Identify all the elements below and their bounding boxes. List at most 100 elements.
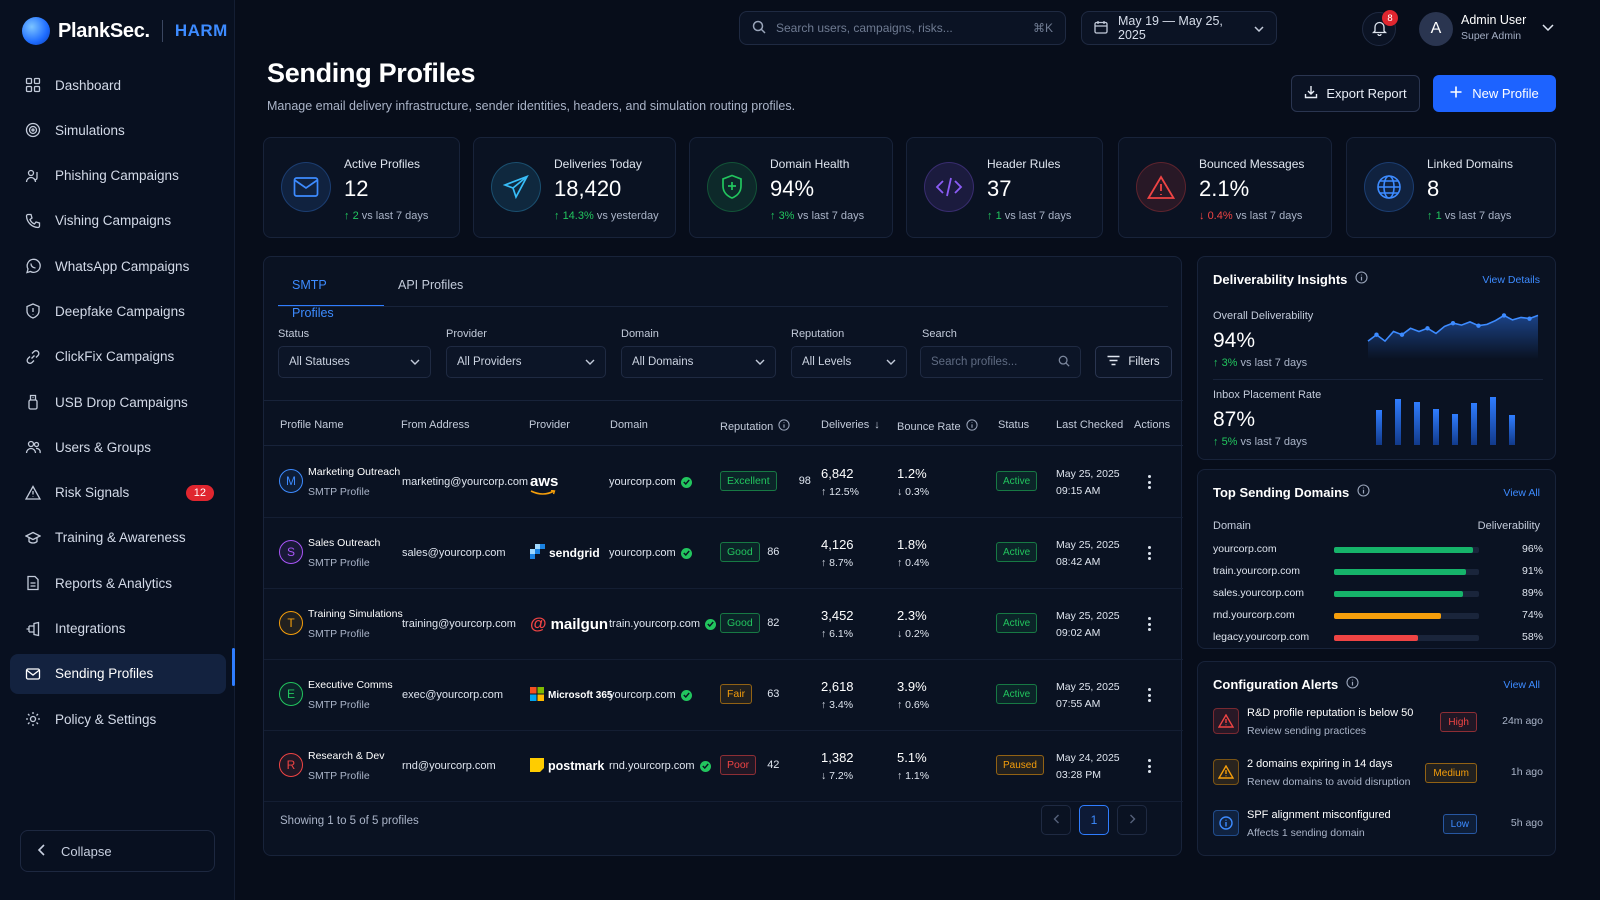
column-header-bounce-rate: Bounce Rate (897, 419, 978, 434)
sidebar-item-users-groups[interactable]: Users & Groups (10, 427, 226, 467)
sidebar-item-risk-signals[interactable]: Risk Signals 12 (10, 473, 226, 513)
profile-name[interactable]: Executive Comms (308, 679, 393, 691)
alert-row[interactable]: R&D profile reputation is below 50 Revie… (1213, 706, 1543, 746)
sidebar-item-label: Sending Profiles (55, 666, 154, 682)
bounce-rate-delta: ↑ 0.4% (897, 557, 929, 569)
row-actions-kebab-icon[interactable] (1144, 685, 1154, 705)
deliverability-bar-track (1334, 591, 1479, 597)
stat-card-bounced-messages[interactable]: Bounced Messages 2.1% ↓ 0.4% vs last 7 d… (1118, 137, 1332, 238)
stat-card-active-profiles[interactable]: Active Profiles 12 ↑ 2 vs last 7 days (263, 137, 460, 238)
new-profile-button[interactable]: New Profile (1433, 75, 1556, 112)
tab-smtp-profiles[interactable]: SMTP Profiles (278, 271, 384, 320)
stat-delta-text: vs yesterday (596, 210, 659, 222)
table-row[interactable]: S Sales Outreach SMTP Profile sales@your… (264, 518, 1183, 589)
domain-row[interactable]: yourcorp.com 96% (1213, 542, 1543, 558)
column-header-label: Bounce Rate (897, 420, 961, 433)
stat-card-header-rules[interactable]: Header Rules 37 ↑ 1 vs last 7 days (906, 137, 1103, 238)
table-row[interactable]: M Marketing Outreach SMTP Profile market… (264, 447, 1183, 518)
last-checked-date: May 24, 2025 (1056, 752, 1120, 764)
risk-signals-badge: 12 (185, 484, 214, 501)
logo[interactable]: PlankSec. HARM (22, 16, 228, 46)
table-row[interactable]: R Research & Dev SMTP Profile rnd@yourco… (264, 731, 1183, 802)
table-row[interactable]: T Training Simulations SMTP Profile trai… (264, 589, 1183, 660)
alert-row[interactable]: 2 domains expiring in 14 days Renew doma… (1213, 757, 1543, 797)
sidebar-item-policy-settings[interactable]: Policy & Settings (10, 699, 226, 739)
profile-name[interactable]: Sales Outreach (308, 537, 381, 549)
sidebar-item-vishing-campaigns[interactable]: Vishing Campaigns (10, 201, 226, 241)
sidebar-item-phishing-campaigns[interactable]: Phishing Campaigns (10, 156, 226, 196)
provider-filter-select[interactable]: All Providers (446, 346, 606, 378)
info-icon[interactable] (1355, 271, 1368, 287)
status-filter-select[interactable]: All Statuses (278, 346, 431, 378)
row-actions-kebab-icon[interactable] (1144, 543, 1154, 563)
notifications-button[interactable]: 8 (1362, 10, 1398, 46)
view-all-domains-link[interactable]: View All (1503, 487, 1540, 499)
date-range-picker[interactable]: May 19 — May 25, 2025 (1081, 11, 1277, 45)
view-details-link[interactable]: View Details (1482, 274, 1540, 286)
filters-button[interactable]: Filters (1095, 346, 1172, 378)
profile-name[interactable]: Training Simulations (308, 608, 403, 620)
sidebar-item-dashboard[interactable]: Dashboard (10, 65, 226, 105)
profile-search[interactable] (920, 346, 1081, 378)
stat-card-linked-domains[interactable]: Linked Domains 8 ↑ 1 vs last 7 days (1346, 137, 1556, 238)
domain-row[interactable]: sales.yourcorp.com 89% (1213, 586, 1543, 602)
domain-row[interactable]: train.yourcorp.com 91% (1213, 564, 1543, 580)
shield-icon (707, 162, 757, 212)
globe-icon (1364, 162, 1414, 212)
header-divider (264, 400, 1183, 401)
profile-search-input[interactable] (931, 356, 1058, 368)
avatar[interactable]: A (1419, 12, 1453, 46)
view-all-alerts-link[interactable]: View All (1503, 679, 1540, 691)
global-search[interactable]: ⌘K (739, 11, 1066, 45)
stat-label: Deliveries Today (554, 157, 642, 171)
sidebar-item-sending-profiles[interactable]: Sending Profiles (10, 653, 226, 694)
user-menu-chevron-icon[interactable] (1542, 20, 1554, 34)
sidebar-item-usb-drop-campaigns[interactable]: USB Drop Campaigns (10, 382, 226, 422)
sidebar-item-label: Phishing Campaigns (55, 168, 179, 184)
page-title: Sending Profiles (267, 58, 476, 88)
global-search-input[interactable] (776, 21, 1033, 35)
deliveries-value: 1,382 (821, 750, 854, 765)
sidebar-item-whatsapp-campaigns[interactable]: WhatsApp Campaigns (10, 246, 226, 286)
row-actions-kebab-icon[interactable] (1144, 756, 1154, 776)
sidebar-item-integrations[interactable]: Integrations (10, 609, 226, 649)
reputation-score: 98 (798, 475, 811, 487)
profile-name[interactable]: Marketing Outreach (308, 466, 401, 478)
profile-name[interactable]: Research & Dev (308, 750, 385, 762)
column-header-label: Profile Name (280, 419, 344, 431)
stat-card-deliveries-today[interactable]: Deliveries Today 18,420 ↑ 14.3% vs yeste… (473, 137, 676, 238)
profile-type: SMTP Profile (308, 557, 370, 569)
export-report-button[interactable]: Export Report (1291, 75, 1420, 112)
column-header-reputation[interactable]: Reputation (720, 419, 790, 434)
row-actions-kebab-icon[interactable] (1144, 614, 1154, 634)
info-icon[interactable] (778, 419, 790, 434)
info-icon[interactable] (1346, 676, 1359, 692)
collapse-button[interactable]: Collapse (20, 830, 215, 872)
sidebar-item-clickfix-campaigns[interactable]: ClickFix Campaigns (10, 337, 226, 377)
sort-down-icon[interactable]: ↓ (874, 419, 880, 431)
stat-delta: ↓ 0.4% vs last 7 days (1199, 210, 1302, 222)
column-header-deliveries[interactable]: Deliveries ↓ (821, 419, 880, 431)
table-row[interactable]: E Executive Comms SMTP Profile exec@your… (264, 660, 1183, 731)
domain-row[interactable]: legacy.yourcorp.com 58% (1213, 630, 1543, 646)
stat-card-domain-health[interactable]: Domain Health 94% ↑ 3% vs last 7 days (689, 137, 893, 238)
prev-page-button[interactable] (1041, 805, 1071, 835)
stat-delta-value: 0.4% (1207, 210, 1233, 222)
sidebar-item-deepfake-campaigns[interactable]: Deepfake Campaigns (10, 291, 226, 331)
postmark-logo-icon (530, 757, 544, 775)
domain-filter-select[interactable]: All Domains (621, 346, 776, 378)
sidebar-item-simulations[interactable]: Simulations (10, 110, 226, 150)
page-1-button[interactable]: 1 (1079, 805, 1109, 835)
next-page-button[interactable] (1117, 805, 1147, 835)
sidebar-item-training-awareness[interactable]: Training & Awareness (10, 518, 226, 558)
overall-delta-text: vs last 7 days (1240, 357, 1308, 369)
domain-row[interactable]: rnd.yourcorp.com 74% (1213, 608, 1543, 624)
info-icon[interactable] (1357, 484, 1370, 500)
row-actions-kebab-icon[interactable] (1144, 472, 1154, 492)
sidebar-item-reports-analytics[interactable]: Reports & Analytics (10, 563, 226, 603)
reputation-filter-select[interactable]: All Levels (791, 346, 907, 378)
tab-api-profiles[interactable]: API Profiles (398, 278, 464, 292)
trend-area (1368, 315, 1538, 359)
info-icon[interactable] (966, 419, 978, 434)
alert-row[interactable]: SPF alignment misconfigured Affects 1 se… (1213, 808, 1543, 848)
